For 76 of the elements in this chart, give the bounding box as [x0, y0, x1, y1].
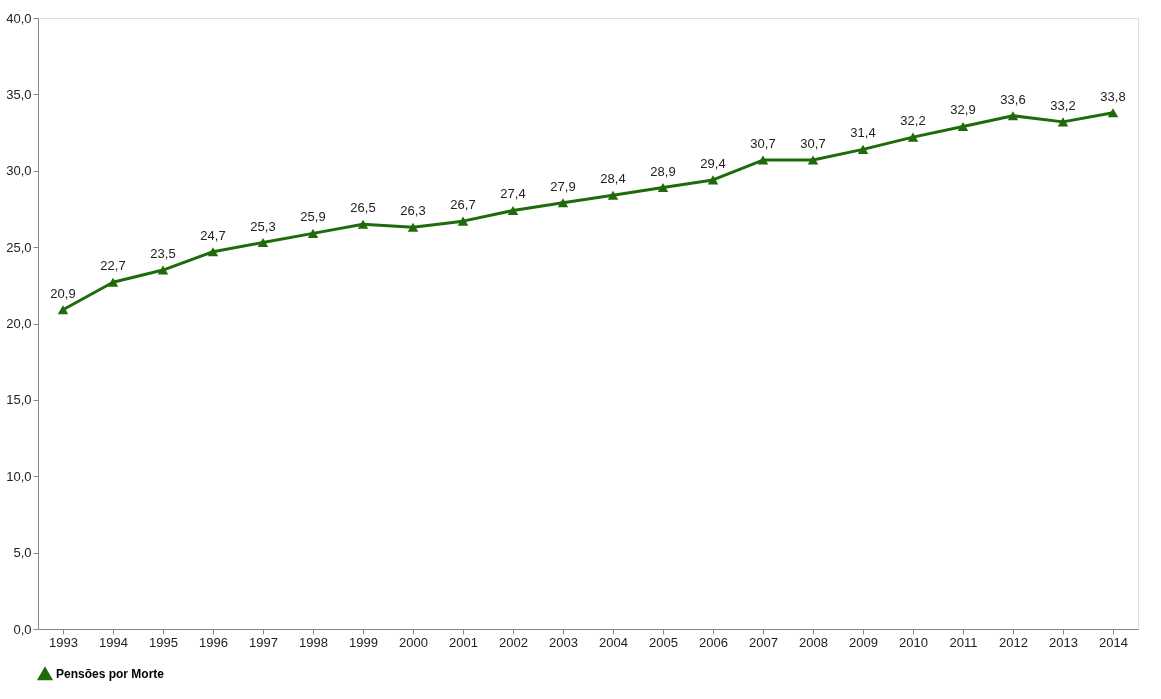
data-label: 26,7 [450, 197, 476, 213]
point [607, 190, 619, 200]
x-tick-label: 1998 [299, 634, 328, 650]
y-tick-label: 5,0 [13, 545, 32, 561]
x-tick-label: 1999 [349, 634, 378, 650]
point [907, 132, 919, 142]
data-label: 25,3 [250, 218, 276, 234]
x-tick-label: 2001 [449, 634, 478, 650]
data-label: 28,4 [600, 171, 626, 187]
x-tick-label: 1995 [149, 634, 178, 650]
x-tick-label: 2006 [699, 634, 728, 650]
x-tick-label: 1994 [99, 634, 128, 650]
data-label: 31,4 [850, 125, 876, 141]
data-label: 25,9 [300, 209, 326, 225]
x-tick-label: 2014 [1099, 634, 1128, 650]
x-tick-label: 2013 [1049, 634, 1078, 650]
data-label: 28,9 [650, 163, 676, 179]
point [507, 205, 519, 216]
point [1107, 108, 1119, 118]
point [407, 222, 419, 232]
point [1057, 117, 1069, 127]
point [357, 219, 369, 229]
data-label: 23,5 [150, 246, 176, 262]
y-tick-label: 35,0 [6, 86, 32, 102]
x-tick-label: 2007 [749, 634, 778, 650]
data-label: 27,4 [500, 186, 526, 202]
legend-label: Pensões por Morte [56, 667, 165, 681]
data-label: 33,6 [1000, 91, 1026, 107]
point [557, 198, 569, 208]
data-label: 26,5 [350, 200, 376, 216]
data-label: 24,7 [200, 227, 226, 243]
point [57, 305, 69, 315]
x-tick-label: 1996 [199, 634, 228, 650]
point [307, 228, 319, 238]
point [107, 277, 119, 287]
x-tick-label: 2008 [799, 634, 828, 650]
x-tick-label: 2009 [849, 634, 878, 650]
point [707, 175, 719, 185]
point [1007, 111, 1019, 121]
x-tick-label: 2003 [549, 634, 578, 650]
data-label: 33,2 [1050, 97, 1076, 113]
x-tick-label: 1993 [49, 634, 78, 650]
point [257, 238, 269, 248]
point [957, 121, 969, 131]
y-tick-label: 25,0 [6, 239, 32, 255]
data-label: 33,8 [1100, 88, 1126, 104]
y-tick-label: 15,0 [6, 392, 32, 408]
point [207, 247, 219, 257]
data-label: 27,9 [550, 178, 576, 194]
data-label: 32,9 [950, 102, 976, 118]
point [157, 265, 169, 275]
x-tick-label: 2011 [949, 634, 978, 650]
point [457, 216, 469, 226]
data-label: 30,7 [800, 136, 826, 152]
x-tick-label: 2010 [899, 634, 928, 650]
y-tick-label: 20,0 [6, 316, 32, 331]
y-tick-label: 10,0 [6, 468, 32, 484]
x-tick-label: 2002 [499, 634, 528, 650]
x-tick-label: 2012 [999, 634, 1028, 650]
y-tick-label: 30,0 [6, 163, 32, 179]
point [657, 183, 669, 193]
x-tick-label: 1997 [249, 634, 278, 650]
data-label: 32,2 [900, 113, 926, 129]
point [757, 155, 769, 165]
data-label: 29,4 [700, 155, 726, 171]
data-label: 30,7 [750, 136, 776, 152]
x-tick-label: 2000 [399, 634, 428, 650]
x-tick-label: 2004 [599, 634, 628, 650]
point [857, 144, 869, 154]
data-label: 22,7 [100, 258, 126, 274]
data-label: 20,9 [50, 285, 76, 301]
point [807, 155, 819, 165]
x-tick-label: 2005 [649, 634, 678, 650]
data-label: 26,3 [400, 203, 426, 219]
y-tick-label: 0,0 [13, 621, 32, 637]
y-tick-label: 40,0 [6, 10, 32, 26]
